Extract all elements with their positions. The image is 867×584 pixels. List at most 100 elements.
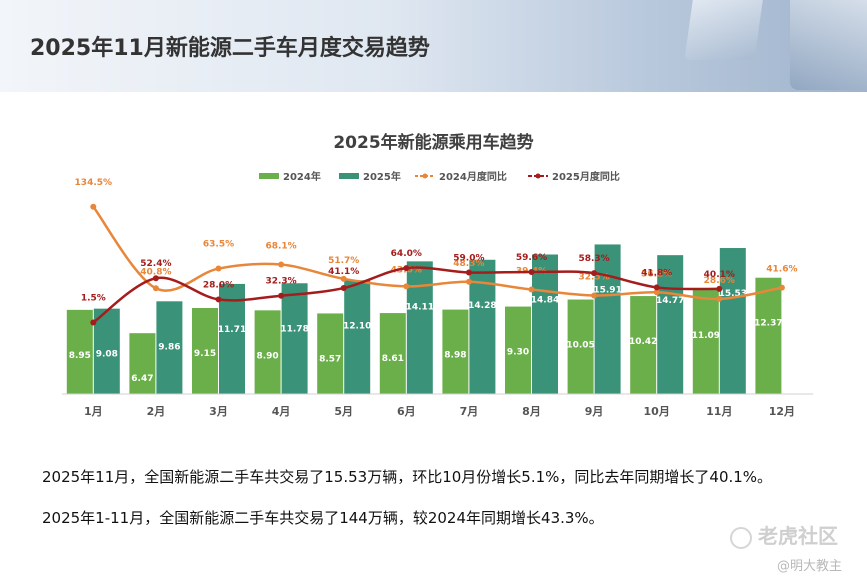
bar-value-label: 11.71: [218, 325, 246, 335]
line-value-label: 64.0%: [391, 249, 422, 259]
line-value-label: 41.6%: [766, 265, 797, 275]
x-tick-label: 6月: [397, 405, 416, 418]
tiger-logo-icon: [730, 526, 752, 549]
bar: [192, 307, 218, 394]
bar: [719, 248, 746, 394]
line-point: [465, 278, 472, 285]
bar: [317, 313, 344, 394]
line-point: [528, 268, 535, 275]
line-value-label: 36.2%: [641, 269, 672, 279]
line-value-label: 59.6%: [516, 253, 547, 263]
bar: [630, 296, 657, 394]
line-point: [653, 284, 660, 291]
bar: [254, 310, 281, 394]
bar: [129, 333, 156, 394]
bar-value-label: 6.47: [131, 374, 153, 384]
bar-value-label: 9.15: [194, 349, 216, 359]
bar: [505, 306, 531, 394]
line-value-label: 48.3%: [453, 259, 484, 269]
line-point: [340, 275, 347, 282]
line-value-label: 58.3%: [578, 254, 609, 264]
line-value-label: 28.6%: [704, 276, 735, 286]
bar: [594, 244, 621, 394]
bar-value-label: 14.28: [468, 301, 496, 311]
line-value-label: 134.5%: [75, 178, 113, 188]
bar-value-label: 12.10: [343, 321, 371, 331]
line-value-label: 1.5%: [81, 293, 106, 303]
bar: [469, 259, 496, 394]
x-tick-label: 5月: [334, 405, 353, 418]
line-point: [152, 275, 159, 282]
legend-label: 2025年: [363, 170, 401, 183]
line-value-label: 40.1%: [704, 270, 735, 280]
bar: [692, 289, 719, 394]
bar-value-label: 14.11: [406, 302, 434, 312]
line-point: [465, 269, 472, 276]
line-point: [152, 285, 159, 292]
x-tick-label: 3月: [209, 405, 228, 418]
bar-value-label: 8.57: [319, 354, 341, 364]
line-value-label: 68.1%: [265, 242, 296, 252]
bar-value-label: 11.78: [280, 324, 308, 334]
x-tick-label: 2月: [147, 405, 166, 418]
line-point: [403, 283, 410, 290]
line-value-label: 52.4%: [140, 259, 171, 269]
bar: [442, 309, 469, 394]
line-point: [716, 285, 723, 292]
line-value-label: 41.8%: [641, 268, 672, 278]
summary-paragraph: 2025年11月，全国新能源二手车共交易了15.53万辆，环比10月份增长5.1…: [42, 468, 773, 486]
bar-value-label: 10.42: [629, 337, 657, 347]
line-value-label: 28.0%: [203, 280, 234, 290]
bar-value-label: 15.53: [719, 289, 747, 299]
x-tick-label: 11月: [706, 405, 732, 418]
bar: [344, 280, 371, 394]
legend-label: 2024年: [283, 170, 321, 183]
line-point: [90, 319, 97, 326]
x-tick-label: 9月: [585, 405, 604, 418]
line-value-label: 41.1%: [328, 267, 359, 277]
bar-value-label: 8.90: [256, 351, 278, 361]
bar: [755, 277, 782, 394]
bar-value-label: 15.91: [593, 285, 621, 295]
bar-value-label: 9.08: [96, 350, 118, 360]
watermark-user: @明大教主: [777, 559, 843, 574]
bar-value-label: 9.30: [507, 348, 529, 358]
line-value-label: 51.7%: [328, 256, 359, 266]
bar: [567, 299, 594, 394]
bar: [379, 313, 406, 394]
line-point: [340, 285, 347, 292]
summary-paragraph: 2025年1-11月，全国新能源二手车共交易了144万辆，较2024年同期增长4…: [42, 509, 604, 527]
line-point: [591, 292, 598, 299]
line-point: [215, 296, 222, 303]
watermark-logo: 老虎社区: [730, 520, 838, 549]
banner-decoration: [790, 0, 867, 90]
x-tick-label: 1月: [84, 405, 103, 418]
bar: [532, 254, 558, 394]
bar-value-label: 11.09: [692, 331, 720, 341]
bar-value-label: 12.37: [754, 319, 782, 329]
legend-swatch: [339, 173, 359, 179]
x-tick-label: 4月: [272, 405, 291, 418]
line-point: [528, 286, 535, 293]
bar: [219, 283, 245, 394]
bar-value-label: 8.95: [69, 351, 91, 361]
line-value-label: 59.0%: [453, 253, 484, 263]
bar: [156, 301, 183, 394]
line-point: [215, 265, 222, 272]
line-point: [278, 261, 285, 268]
line-value-label: 40.8%: [140, 267, 171, 277]
legend-swatch: [535, 173, 541, 179]
line-value-label: 32.5%: [578, 273, 609, 283]
x-tick-label: 10月: [644, 405, 670, 418]
line-point: [716, 295, 723, 302]
bar: [406, 261, 433, 394]
bar: [657, 255, 684, 394]
line-value-label: 32.3%: [265, 277, 296, 287]
bar: [66, 309, 93, 394]
page-title: 2025年11月新能源二手车月度交易趋势: [30, 36, 430, 61]
legend-label: 2024月度同比: [439, 170, 507, 183]
bar: [93, 308, 120, 394]
x-tick-label: 7月: [460, 405, 479, 418]
bar-value-label: 8.61: [382, 354, 404, 364]
line-point: [403, 265, 410, 272]
